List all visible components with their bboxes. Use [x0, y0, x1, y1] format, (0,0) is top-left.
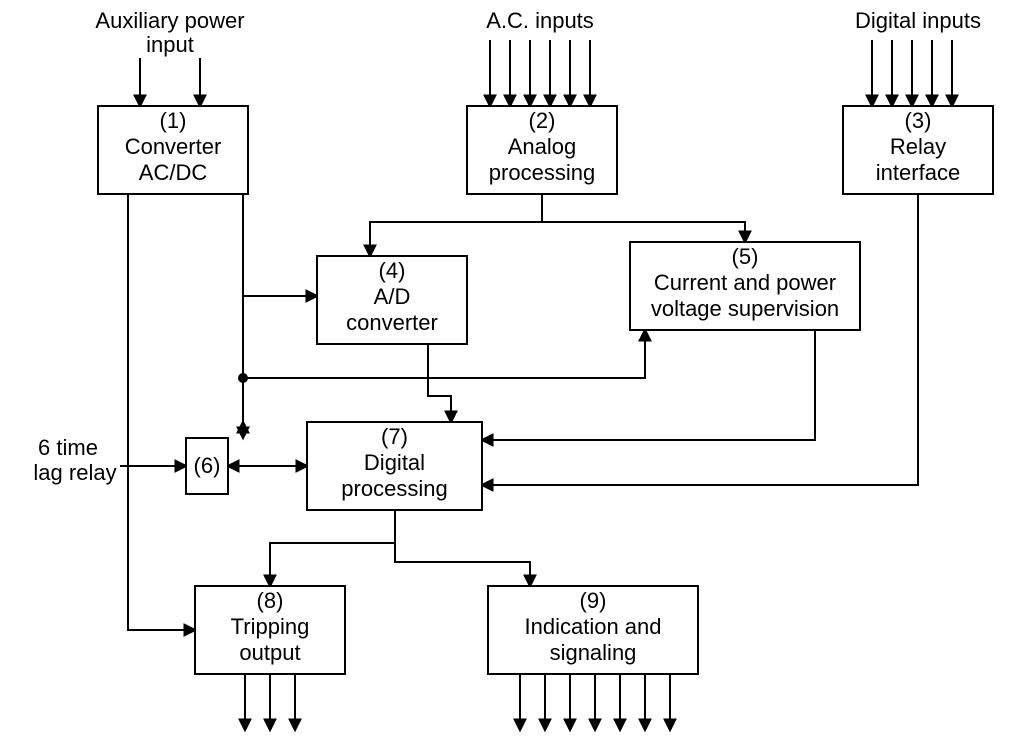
node-n7-num: (7) [381, 424, 408, 449]
edge-n7-to-n8 [270, 543, 395, 586]
node-n9-num: (9) [580, 588, 607, 613]
edge-split-to-n5 [542, 222, 745, 242]
node-n5-l1: Current and power [654, 270, 836, 295]
node-n2-l1: Analog [508, 134, 577, 159]
node-n4-l1: A/D [374, 284, 411, 309]
edge-n4-to-n7 [428, 344, 451, 422]
label-six_time: 6 time [38, 435, 98, 460]
node-n9-l2: signaling [550, 640, 637, 665]
node-n7: (7)Digitalprocessing [307, 422, 482, 510]
node-n3-l1: Relay [890, 134, 946, 159]
node-n3-l2: interface [876, 160, 960, 185]
junction-dot [238, 373, 248, 383]
label-aux_power: Auxiliary power [95, 8, 244, 33]
node-n5-num: (5) [732, 244, 759, 269]
label-ac_inputs: A.C. inputs [486, 8, 594, 33]
node-n4-num: (4) [379, 258, 406, 283]
node-n2-num: (2) [529, 108, 556, 133]
node-n6-num: (6) [194, 453, 221, 478]
edge-n3-to-n7 [482, 194, 918, 485]
node-n3: (3)Relayinterface [843, 106, 993, 194]
edge-n5-to-n7 [482, 330, 815, 440]
node-n9-l1: Indication and [525, 614, 662, 639]
node-n2-l2: processing [489, 160, 595, 185]
node-n5: (5)Current and powervoltage supervision [630, 242, 860, 330]
label-aux_power2: input [146, 32, 194, 57]
node-n8: (8)Trippingoutput [195, 586, 345, 674]
label-digital_inputs: Digital inputs [855, 8, 981, 33]
node-n4-l2: converter [346, 310, 438, 335]
node-n6: (6) [186, 438, 228, 494]
node-n9: (9)Indication andsignaling [488, 586, 698, 674]
node-n8-l1: Tripping [231, 614, 310, 639]
node-n4: (4)A/Dconverter [317, 256, 467, 344]
label-lag_relay: lag relay [33, 460, 116, 485]
node-n5-l2: voltage supervision [651, 296, 839, 321]
edge-n1-down-main [128, 194, 195, 630]
node-n3-num: (3) [905, 108, 932, 133]
node-n8-num: (8) [257, 588, 284, 613]
node-n2: (2)Analogprocessing [467, 106, 617, 194]
node-n1: (1)ConverterAC/DC [98, 106, 248, 194]
node-n8-l2: output [239, 640, 300, 665]
node-n7-l1: Digital [364, 450, 425, 475]
node-n1-num: (1) [160, 108, 187, 133]
node-n1-l1: Converter [125, 134, 222, 159]
edge-split-to-n4 [370, 222, 542, 256]
node-n7-l2: processing [341, 476, 447, 501]
node-n1-l2: AC/DC [139, 160, 208, 185]
edge-n7-to-n9 [395, 543, 530, 586]
